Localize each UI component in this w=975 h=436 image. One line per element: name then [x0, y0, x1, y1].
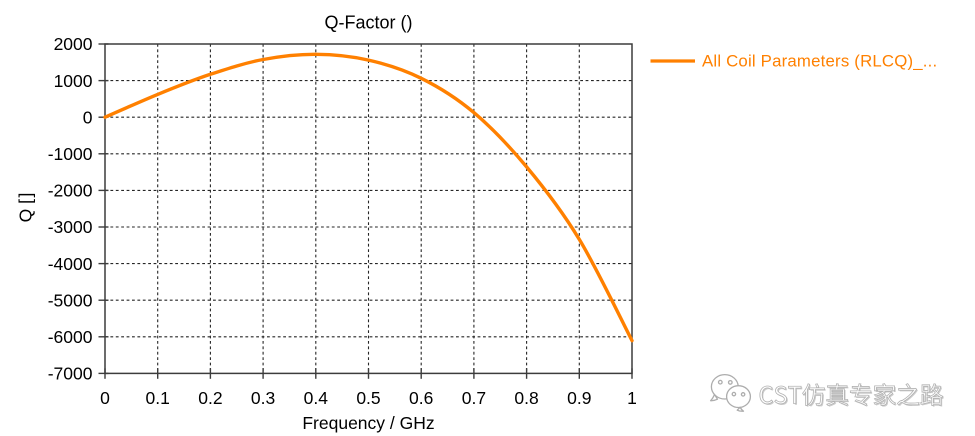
svg-text:0.2: 0.2 [198, 388, 222, 408]
svg-text:0.8: 0.8 [514, 388, 538, 408]
svg-text:-7000: -7000 [48, 364, 93, 384]
svg-text:1: 1 [627, 388, 637, 408]
svg-text:-6000: -6000 [48, 327, 93, 347]
svg-text:Q-Factor (): Q-Factor () [325, 13, 413, 33]
svg-text:0.3: 0.3 [251, 388, 275, 408]
svg-text:0.5: 0.5 [356, 388, 380, 408]
svg-text:All Coil Parameters (RLCQ)_...: All Coil Parameters (RLCQ)_... [702, 52, 937, 71]
svg-text:0.7: 0.7 [462, 388, 486, 408]
svg-text:-4000: -4000 [48, 254, 93, 274]
svg-text:-3000: -3000 [48, 217, 93, 237]
svg-text:0: 0 [83, 107, 93, 127]
svg-text:1000: 1000 [54, 71, 93, 91]
svg-text:Q [ ]: Q [ ] [16, 193, 36, 223]
svg-text:Frequency / GHz: Frequency / GHz [302, 413, 434, 433]
svg-text:0.4: 0.4 [304, 388, 329, 408]
svg-text:2000: 2000 [54, 34, 93, 54]
svg-text:0.9: 0.9 [567, 388, 591, 408]
svg-text:0.6: 0.6 [409, 388, 433, 408]
svg-text:0.1: 0.1 [146, 388, 170, 408]
svg-text:-2000: -2000 [48, 181, 93, 201]
svg-text:0: 0 [100, 388, 110, 408]
svg-text:-5000: -5000 [48, 290, 93, 310]
svg-text:-1000: -1000 [48, 144, 93, 164]
